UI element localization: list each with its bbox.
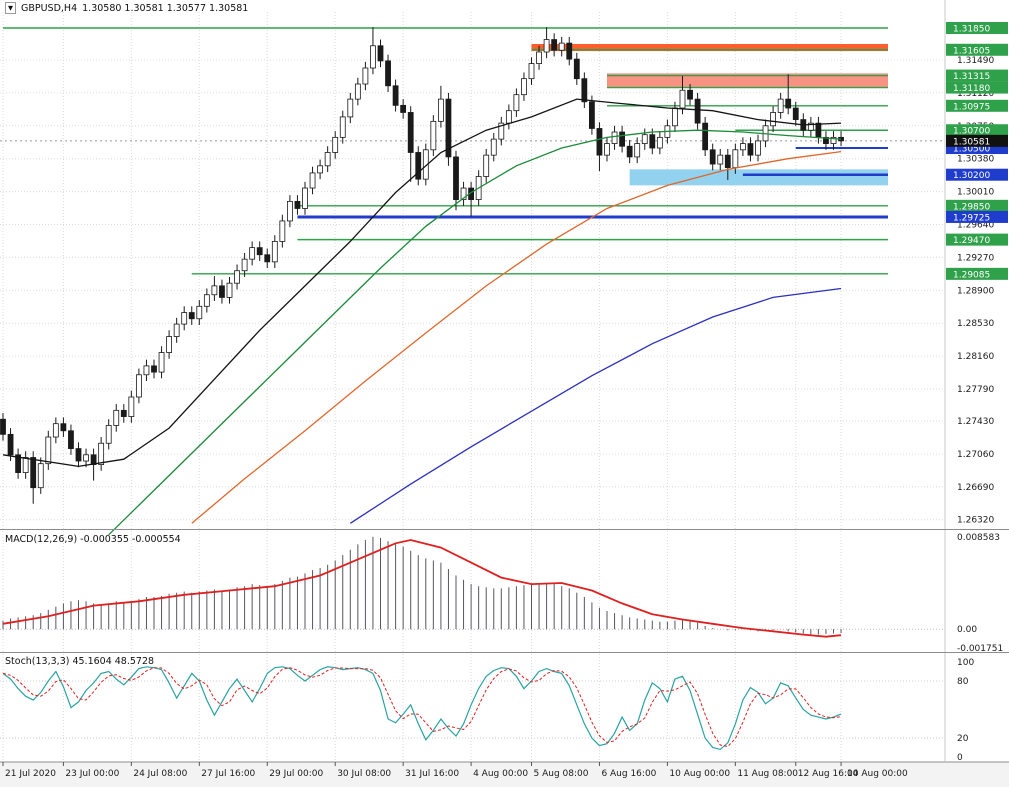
price-axis-tick: 1.30380 (957, 155, 994, 165)
price-axis-tick: 1.27060 (957, 450, 994, 460)
price-line-label: 1.29470 (953, 236, 990, 246)
time-axis-label: 10 Aug 00:00 (669, 769, 730, 779)
price-axis-tick: 1.27790 (957, 385, 994, 395)
time-axis-label: 5 Aug 08:00 (534, 769, 589, 779)
time-axis-label: 29 Jul 00:00 (269, 769, 323, 779)
macd-axis-label: 0.008583 (957, 533, 1000, 543)
ohlc-readout: 1.30580 1.30581 1.30577 1.30581 (82, 2, 249, 14)
resistance-zone-upper[interactable] (531, 43, 889, 52)
price-line-label: 1.30200 (953, 171, 990, 181)
price-line-label-box (946, 99, 1008, 112)
ma-medium-green (108, 129, 842, 536)
price-line-label-box (946, 124, 1008, 137)
price-line-label: 1.30700 (953, 127, 990, 137)
stoch-axis-label: 100 (957, 658, 974, 668)
time-axis-label: 30 Jul 08:00 (337, 769, 391, 779)
time-axis-label: 12 Aug 16:00 (798, 769, 859, 779)
time-axis-label: 21 Jul 2020 (5, 769, 56, 779)
price-line-label-box (946, 199, 1008, 212)
stoch-axis-label: 20 (957, 734, 969, 744)
time-axis-label: 27 Jul 16:00 (201, 769, 255, 779)
macd-signal-line (2, 539, 842, 638)
price-axis-tick: 1.28530 (957, 319, 994, 329)
stoch-indicator-label: Stoch(13,3,3) 45.1604 48.5728 (5, 656, 155, 667)
price-line-label: 1.29725 (953, 213, 990, 223)
price-line-label: 1.30500 (953, 145, 990, 155)
ma-slowest-blue (349, 287, 842, 524)
price-axis-tick: 1.29270 (957, 253, 994, 263)
price-line-label: 1.30975 (953, 102, 990, 112)
stoch-main-line (2, 666, 842, 751)
price-axis-tick: 1.26320 (957, 516, 994, 526)
price-line-label-box (946, 69, 1008, 82)
symbol-dropdown-icon[interactable]: ▼ (5, 2, 16, 14)
stoch-signal-line (2, 667, 842, 748)
ma-slow-orange (191, 150, 842, 524)
price-line-label: 1.31315 (953, 72, 990, 82)
time-axis-strip[interactable] (0, 762, 1009, 787)
current-price-label: 1.30581 (953, 137, 990, 147)
support-zone[interactable] (629, 169, 888, 186)
stoch-axis-label: 80 (957, 677, 969, 687)
price-axis-tick: 1.31490 (957, 56, 994, 66)
time-axis-label: 4 Aug 00:00 (473, 769, 528, 779)
macd-axis-label: -0.001751 (957, 644, 1003, 654)
ma-fast-black (2, 98, 842, 468)
price-line-label-box (946, 21, 1008, 34)
symbol-timeframe-label: GBPUSD,H4 (21, 2, 78, 14)
price-axis-tick: 1.28160 (957, 352, 994, 362)
price-line-label: 1.31605 (953, 46, 990, 56)
price-line-label: 1.31850 (953, 24, 990, 34)
candles-layer (0, 27, 844, 504)
price-axis-tick: 1.28900 (957, 286, 994, 296)
price-line-label-box (946, 81, 1008, 94)
time-axis-label: 24 Jul 08:00 (133, 769, 187, 779)
macd-histogram (2, 536, 842, 635)
time-axis-label: 31 Jul 16:00 (405, 769, 459, 779)
price-axis-tick: 1.27430 (957, 417, 994, 427)
macd-indicator-label: MACD(12,26,9) -0.000355 -0.000554 (5, 534, 181, 545)
time-axis-label: 23 Jul 00:00 (65, 769, 119, 779)
time-axis-label: 14 Aug 00:00 (847, 769, 908, 779)
price-line-label-box (946, 168, 1008, 181)
macd-axis-label: 0.00 (957, 625, 977, 635)
price-line-label-box (946, 210, 1008, 223)
price-line-label-box (946, 43, 1008, 56)
price-axis-tick: 1.30010 (957, 188, 994, 198)
price-line-label: 1.29085 (953, 270, 990, 280)
price-line-label: 1.31180 (953, 84, 990, 94)
price-axis-tick: 1.31120 (957, 89, 994, 99)
current-price-label-box (946, 134, 1008, 147)
price-axis-tick: 1.29640 (957, 221, 994, 231)
price-axis-tick: 1.26690 (957, 483, 994, 493)
price-line-label-box (946, 233, 1008, 246)
price-line-label: 1.29850 (953, 202, 990, 212)
stoch-axis-label: 0 (957, 753, 963, 763)
chart-header: ▼ GBPUSD,H4 1.30580 1.30581 1.30577 1.30… (5, 2, 248, 14)
time-axis-label: 11 Aug 08:00 (737, 769, 798, 779)
time-axis-label: 6 Aug 16:00 (601, 769, 656, 779)
price-line-label-box (946, 267, 1008, 280)
resistance-zone-lower[interactable] (607, 73, 888, 88)
